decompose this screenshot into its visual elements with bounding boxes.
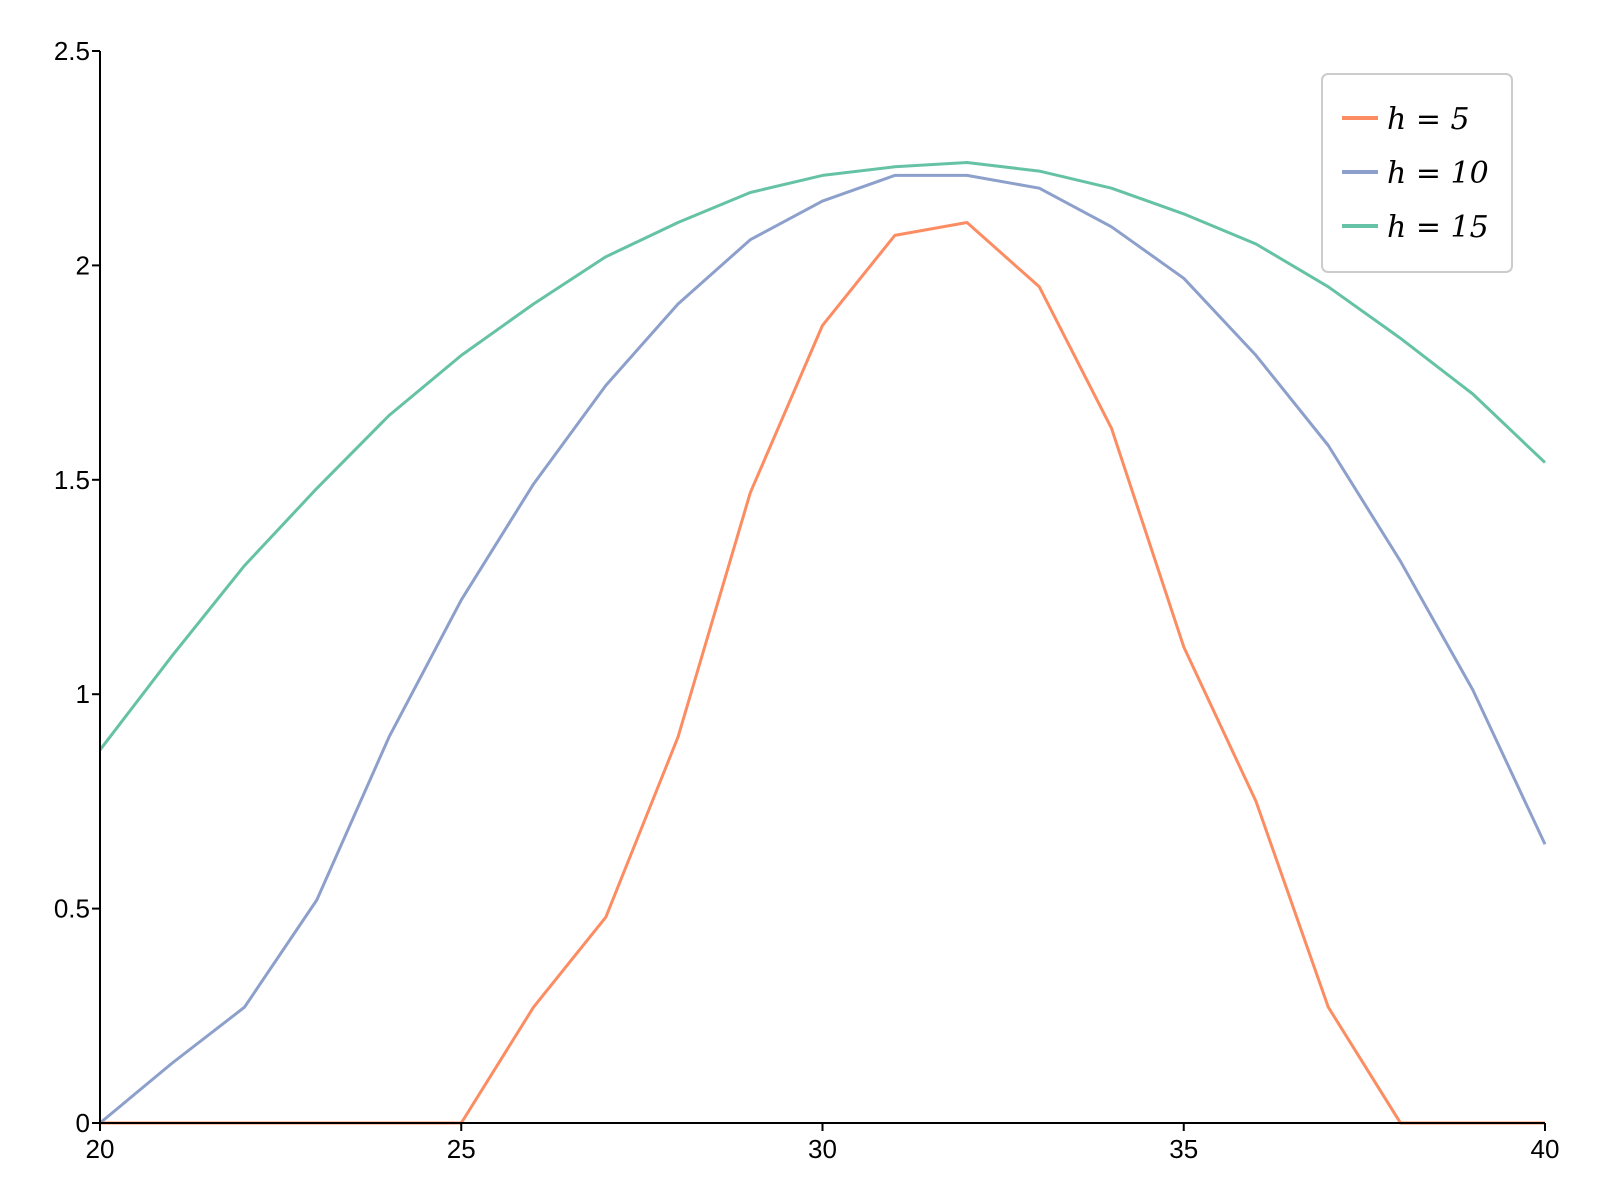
y-axis-ticks: 0 0.5 1 1.5 2 2.5 <box>54 36 100 1138</box>
legend: h = 5 h = 10 h = 15 <box>1321 73 1513 273</box>
series-line-3 <box>98 161 1547 751</box>
axes-layer: 20 25 30 35 40 0 0.5 1 1.5 2 2.5 <box>54 36 1560 1164</box>
x-tick-label: 20 <box>86 1134 115 1164</box>
legend-label: h = 5 <box>1387 102 1470 137</box>
x-tick-label: 40 <box>1531 1134 1560 1164</box>
legend-items: h = 5 h = 10 h = 15 <box>1342 102 1489 245</box>
y-tick-label: 1 <box>76 679 90 709</box>
series-line-2 <box>99 173 1547 1125</box>
x-axis-ticks: 20 25 30 35 40 <box>86 1123 1560 1164</box>
y-tick-label: 2.5 <box>54 36 90 66</box>
legend-label: h = 10 <box>1387 156 1489 191</box>
x-tick-label: 35 <box>1169 1134 1198 1164</box>
legend-box <box>1321 73 1513 273</box>
y-tick-label: 2 <box>76 250 90 280</box>
series-line-1 <box>100 221 1545 1125</box>
legend-label: h = 15 <box>1387 210 1489 245</box>
y-tick-label: 1.5 <box>54 465 90 495</box>
x-tick-label: 25 <box>447 1134 476 1164</box>
y-tick-label: 0 <box>76 1108 90 1138</box>
y-tick-label: 0.5 <box>54 894 90 924</box>
x-tick-label: 30 <box>808 1134 837 1164</box>
series-layer <box>98 161 1547 1125</box>
